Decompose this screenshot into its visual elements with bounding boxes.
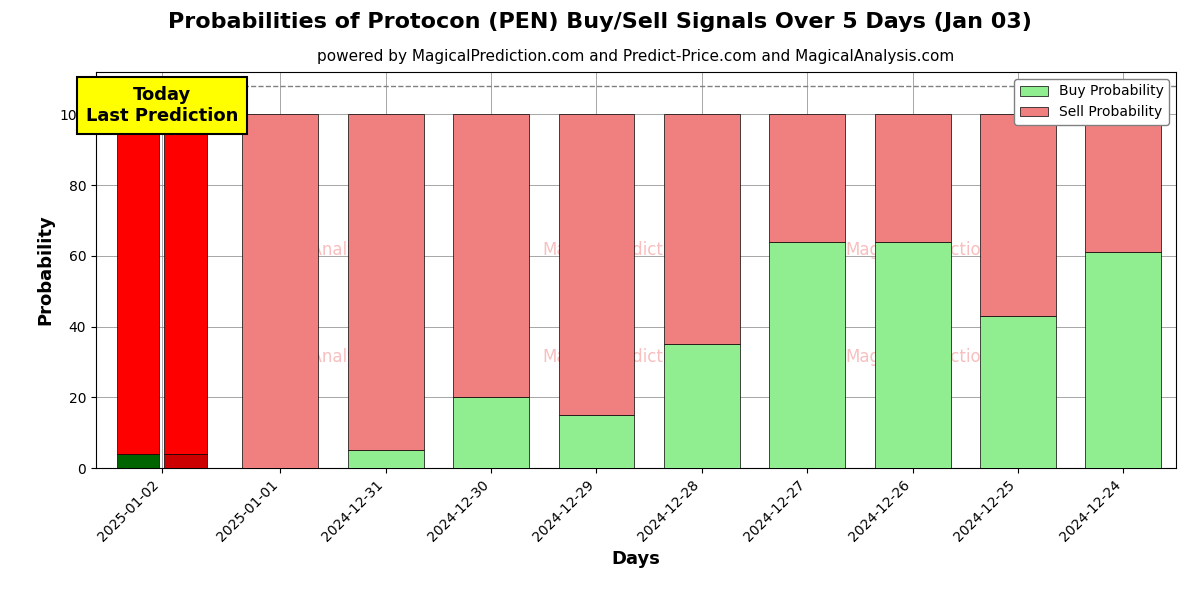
Bar [118, 454, 160, 468]
Bar [558, 115, 635, 415]
Legend: Buy Probability, Sell Probability: Buy Probability, Sell Probability [1014, 79, 1169, 125]
Bar [769, 242, 845, 468]
Bar [164, 115, 206, 454]
Bar [1085, 253, 1162, 468]
Bar [664, 115, 739, 344]
Text: Today
Last Prediction: Today Last Prediction [85, 86, 238, 125]
Text: Probabilities of Protocon (PEN) Buy/Sell Signals Over 5 Days (Jan 03): Probabilities of Protocon (PEN) Buy/Sell… [168, 12, 1032, 32]
Bar [980, 316, 1056, 468]
Bar [164, 454, 206, 468]
Bar [875, 242, 950, 468]
Bar [348, 115, 424, 451]
Bar [980, 115, 1056, 316]
Bar [875, 115, 950, 242]
Bar [118, 115, 160, 454]
Y-axis label: Probability: Probability [36, 215, 54, 325]
Bar [242, 115, 318, 468]
Bar [664, 344, 739, 468]
Text: MagicalAnalysis.com: MagicalAnalysis.com [247, 348, 420, 366]
Text: MagicalPrediction.com: MagicalPrediction.com [845, 241, 1032, 259]
Bar [454, 397, 529, 468]
Bar [348, 451, 424, 468]
X-axis label: Days: Days [612, 550, 660, 568]
Bar [558, 415, 635, 468]
Bar [1085, 115, 1162, 253]
Text: MagicalAnalysis.com: MagicalAnalysis.com [247, 241, 420, 259]
Text: MagicalPrediction.com: MagicalPrediction.com [542, 241, 730, 259]
Bar [454, 115, 529, 397]
Text: MagicalPrediction.com: MagicalPrediction.com [845, 348, 1032, 366]
Bar [769, 115, 845, 242]
Title: powered by MagicalPrediction.com and Predict-Price.com and MagicalAnalysis.com: powered by MagicalPrediction.com and Pre… [317, 49, 955, 64]
Text: MagicalPrediction.com: MagicalPrediction.com [542, 348, 730, 366]
